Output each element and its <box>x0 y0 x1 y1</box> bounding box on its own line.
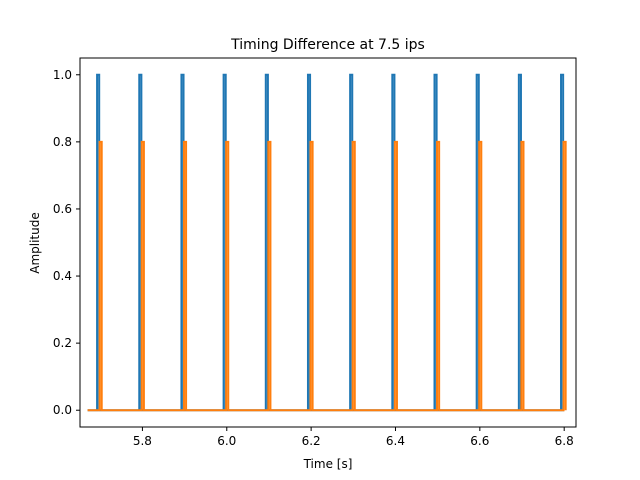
y-tick-label: 0.0 <box>53 403 72 417</box>
y-tick-label: 0.4 <box>53 269 72 283</box>
y-tick-label: 1.0 <box>53 68 72 82</box>
y-tick-label: 0.2 <box>53 336 72 350</box>
x-axis-label: Time [s] <box>303 457 353 471</box>
series-1-line <box>87 73 565 412</box>
x-tick-label: 6.0 <box>217 434 236 448</box>
x-tick-label: 5.8 <box>133 434 152 448</box>
x-tick-label: 6.8 <box>555 434 574 448</box>
y-tick-label: 0.6 <box>53 202 72 216</box>
y-tick-label: 0.8 <box>53 135 72 149</box>
x-tick-label: 6.4 <box>386 434 405 448</box>
series-2-line <box>87 140 567 412</box>
x-tick-label: 6.2 <box>302 434 321 448</box>
axes-border <box>79 57 577 428</box>
y-axis-label: Amplitude <box>28 212 42 274</box>
plot-frame <box>79 57 577 428</box>
x-axis: 5.8 6.0 6.2 6.4 6.6 6.8 <box>133 427 574 448</box>
y-axis: 0.0 0.2 0.4 0.6 0.8 1.0 <box>53 68 80 417</box>
x-tick-label: 6.6 <box>470 434 489 448</box>
series-layer <box>87 73 567 412</box>
chart-title: Timing Difference at 7.5 ips <box>230 37 425 53</box>
